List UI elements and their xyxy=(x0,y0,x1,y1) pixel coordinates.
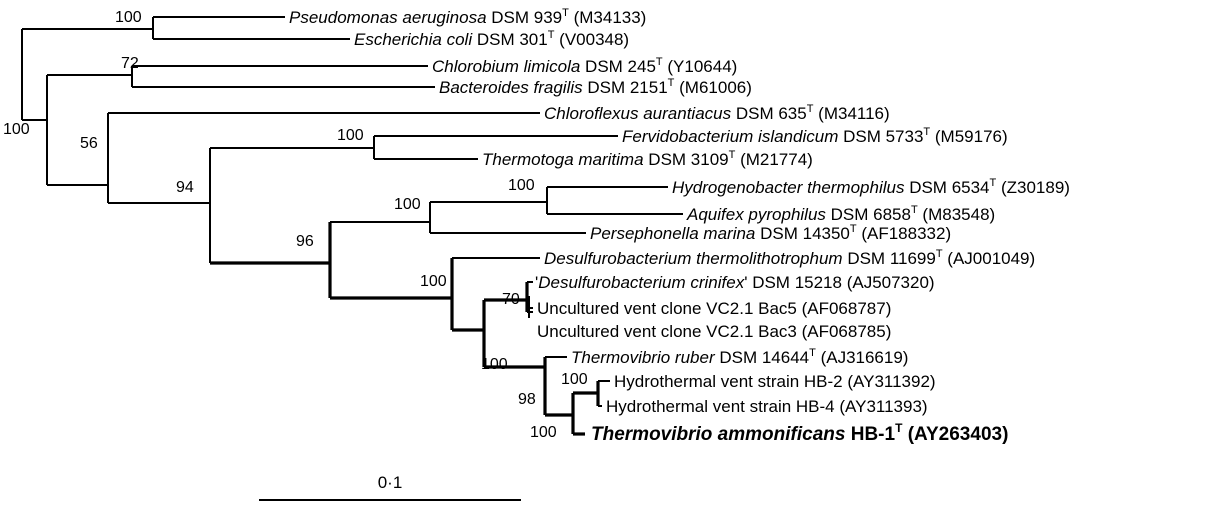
taxon-label: Hydrothermal vent strain HB-2 (AY311392) xyxy=(614,372,936,391)
bootstrap-label: 100 xyxy=(115,9,142,26)
branch-aquificaceae xyxy=(330,202,431,233)
scale-bar-label: 0·1 xyxy=(378,473,403,492)
bootstrap-label: 100 xyxy=(481,356,508,373)
taxon-label: Thermovibrio ruber DSM 14644T (AJ316619) xyxy=(571,347,908,367)
bootstrap-label: 96 xyxy=(296,233,314,250)
bootstrap-label: 100 xyxy=(508,177,535,194)
taxon-label-highlighted: Thermovibrio ammonificans HB-1T (AY26340… xyxy=(591,421,1008,445)
taxon-label: Aquifex pyrophilus DSM 6858T (M83548) xyxy=(686,204,995,224)
taxon-label: Pseudomonas aeruginosa DSM 939T (M34133) xyxy=(289,7,646,27)
branch-node-56 xyxy=(47,113,109,203)
branch-hydrogenobacter-aquifex xyxy=(430,186,683,215)
taxon-label: Uncultured vent clone VC2.1 Bac5 (AF0687… xyxy=(537,299,891,318)
scale-bar: 0·1 xyxy=(259,473,521,501)
branch-thermotogales xyxy=(210,135,618,160)
branch-crinifex-clade xyxy=(484,282,529,312)
bootstrap-label: 100 xyxy=(561,371,588,388)
bootstrap-values: 100 72 100 56 100 94 100 100 96 100 70 1… xyxy=(3,9,588,441)
bootstrap-label: 70 xyxy=(502,291,520,308)
bootstrap-label: 100 xyxy=(530,424,557,441)
taxon-label: Thermotoga maritima DSM 3109T (M21774) xyxy=(482,149,813,169)
branch-hb-pair xyxy=(573,381,600,406)
branch-node-96 xyxy=(210,222,332,298)
taxon-label: Chloroflexus aurantiacus DSM 635T (M3411… xyxy=(544,103,890,123)
branch-thermovibrio xyxy=(484,357,547,415)
branch-desulfurobacteriaceae xyxy=(330,258,454,330)
taxon-label: Bacteroides fragilis DSM 2151T (M61006) xyxy=(439,77,752,97)
taxon-label: Hydrothermal vent strain HB-4 (AY311393) xyxy=(606,397,928,416)
taxon-label: Chlorobium limicola DSM 245T (Y10644) xyxy=(432,56,737,76)
taxon-label: Fervidobacterium islandicum DSM 5733T (M… xyxy=(622,126,1008,146)
bootstrap-label: 100 xyxy=(337,127,364,144)
bootstrap-label: 100 xyxy=(420,273,447,290)
tree-branches xyxy=(21,16,683,436)
branch-node-94 xyxy=(108,148,211,263)
taxon-label: Escherichia coli DSM 301T (V00348) xyxy=(354,29,629,49)
bootstrap-label: 98 xyxy=(518,391,536,408)
branch-pseudomonas-ecoli xyxy=(22,16,350,40)
taxon-label: Desulfurobacterium thermolithotrophum DS… xyxy=(544,248,1035,268)
branch-root-backbone xyxy=(22,75,48,185)
taxon-label: Uncultured vent clone VC2.1 Bac3 (AF0687… xyxy=(537,322,891,341)
branch-node-100b xyxy=(452,300,486,367)
taxon-label: Hydrogenobacter thermophilus DSM 6534T (… xyxy=(672,177,1070,197)
bootstrap-label: 100 xyxy=(394,196,421,213)
taxon-label: Persephonella marina DSM 14350T (AF18833… xyxy=(590,223,951,243)
bootstrap-label: 72 xyxy=(121,55,139,72)
branch-node-98 xyxy=(545,393,575,434)
taxon-labels: Pseudomonas aeruginosa DSM 939T (M34133)… xyxy=(289,7,1070,445)
bootstrap-label: 56 xyxy=(80,135,98,152)
bootstrap-label: 100 xyxy=(3,121,30,138)
bootstrap-label: 94 xyxy=(176,179,194,196)
taxon-label: 'Desulfurobacterium crinifex' DSM 15218 … xyxy=(535,273,935,292)
branch-chlorobium-bacteroides xyxy=(47,65,435,88)
